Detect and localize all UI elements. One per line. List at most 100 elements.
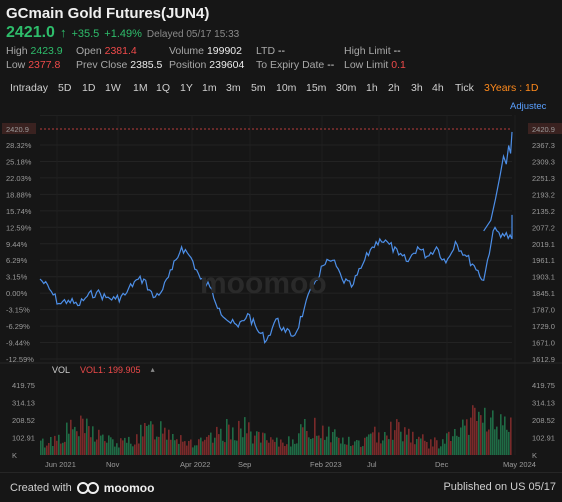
delay-status: Delayed 05/17 15:33 <box>146 29 240 40</box>
y-tick-left: 9.44% <box>6 240 28 249</box>
volume-bar <box>64 441 66 455</box>
volume-bar <box>324 439 326 455</box>
volume-bar <box>170 439 172 455</box>
volume-bar <box>404 427 406 455</box>
volume-bar <box>274 441 276 455</box>
timeframe-tabs: Intraday 5D 1D 1W 1M 1Q 1Y 1m 3m 5m 10m 15m 30m 1h 2h 3… <box>0 82 562 96</box>
tab-1m[interactable]: 1M <box>133 82 148 94</box>
volume-bar <box>484 407 486 455</box>
volume-bar <box>482 422 484 455</box>
volume-bar <box>220 428 222 455</box>
volume-bar <box>172 434 174 455</box>
volume-bar <box>84 433 86 455</box>
volume-bar <box>330 442 332 455</box>
volume-bar <box>102 434 104 455</box>
tab-1y[interactable]: 1Y <box>180 82 193 94</box>
stat-label: Low <box>6 59 26 71</box>
vol-expand-icon[interactable]: ▴ <box>150 365 155 374</box>
volume-legend: VOL VOL1: 199.905 ▴ <box>52 365 155 375</box>
volume-bar <box>334 429 336 455</box>
volume-bar <box>322 425 324 455</box>
volume-bar <box>66 422 68 455</box>
volume-bar <box>262 432 264 455</box>
volume-bar <box>42 438 44 455</box>
volume-bar <box>58 434 60 455</box>
tab-3h[interactable]: 3h <box>411 82 423 94</box>
tab-1q[interactable]: 1Q <box>156 82 171 94</box>
vol-tick-left: K <box>12 451 17 460</box>
volume-bar <box>212 442 214 455</box>
tab-1h[interactable]: 1h <box>366 82 378 94</box>
tab-5m[interactable]: 5m <box>251 82 266 94</box>
volume-bar <box>450 441 452 455</box>
volume-bar <box>78 436 80 455</box>
y-tick-right: 2019.1 <box>532 240 555 249</box>
volume-bar <box>162 433 164 455</box>
moomoo-logo-icon <box>76 482 99 494</box>
volume-bar <box>426 442 428 455</box>
volume-bar <box>308 437 310 455</box>
volume-bar <box>52 446 54 455</box>
volume-bar <box>216 426 218 455</box>
volume-bar <box>464 425 466 455</box>
volume-bar <box>198 439 200 455</box>
volume-bar <box>76 431 78 455</box>
y-tick-left: -6.29% <box>6 322 30 331</box>
volume-bar <box>164 427 166 455</box>
y-tick-left: 6.29% <box>6 256 28 265</box>
vol-tick-left: 102.91 <box>12 434 35 443</box>
vol-label: VOL <box>52 365 71 375</box>
tab-intraday[interactable]: Intraday <box>10 82 48 94</box>
volume-bar <box>448 431 450 455</box>
volume-bar <box>194 445 196 455</box>
volume-bar <box>292 439 294 455</box>
volume-bar <box>202 441 204 455</box>
adjust-dropdown[interactable]: Adjustec <box>510 101 547 112</box>
tab-15m[interactable]: 15m <box>306 82 327 94</box>
volume-bar <box>304 419 306 455</box>
volume-bar <box>196 445 198 455</box>
volume-bar <box>346 444 348 455</box>
stat-low: Low 2377.8 <box>6 59 60 71</box>
volume-bar <box>392 439 394 455</box>
tab-1m[interactable]: 1m <box>202 82 217 94</box>
volume-bar <box>264 433 266 455</box>
tab-3m[interactable]: 3m <box>226 82 241 94</box>
volume-bar <box>106 442 108 455</box>
x-tick-label: Dec <box>435 460 449 469</box>
stat-ltd: LTD -- <box>256 45 285 57</box>
volume-bar <box>412 431 414 455</box>
tab-1d[interactable]: 1D <box>82 82 96 94</box>
y-tick-right: 1787.0 <box>532 306 555 315</box>
volume-bar <box>442 439 444 455</box>
volume-bar <box>378 432 380 455</box>
volume-bar <box>418 436 420 455</box>
x-tick-label: Feb 2023 <box>310 460 342 469</box>
volume-bar <box>126 442 128 455</box>
volume-bar <box>386 435 388 455</box>
tab-2h[interactable]: 2h <box>388 82 400 94</box>
tab-4h[interactable]: 4h <box>432 82 444 94</box>
volume-bar <box>268 442 270 455</box>
volume-bar <box>282 442 284 455</box>
stat-label: Volume <box>169 45 205 57</box>
volume-bar <box>436 440 438 455</box>
volume-bar <box>222 440 224 455</box>
price-change-pct: +1.49% <box>104 28 142 40</box>
tab-1w[interactable]: 1W <box>105 82 121 94</box>
volume-bar <box>336 436 338 455</box>
tab-10m[interactable]: 10m <box>276 82 297 94</box>
volume-bar <box>296 443 298 455</box>
tab-3years-1d[interactable]: 3Years : 1D <box>484 82 539 94</box>
tab-30m[interactable]: 30m <box>336 82 357 94</box>
x-tick-label: Nov <box>106 460 120 469</box>
stat-label: LTD <box>256 45 276 57</box>
volume-bar <box>160 421 162 455</box>
tab-5d[interactable]: 5D <box>58 82 72 94</box>
tab-tick[interactable]: Tick <box>455 82 474 94</box>
volume-bar <box>138 443 140 455</box>
volume-bar <box>208 435 210 455</box>
price-chart[interactable]: 28.32% 2367.3 25.18% 2309.3 22.03% 2251.3 18.8… <box>0 115 562 470</box>
volume-bar <box>158 436 160 455</box>
volume-bar <box>258 431 260 455</box>
